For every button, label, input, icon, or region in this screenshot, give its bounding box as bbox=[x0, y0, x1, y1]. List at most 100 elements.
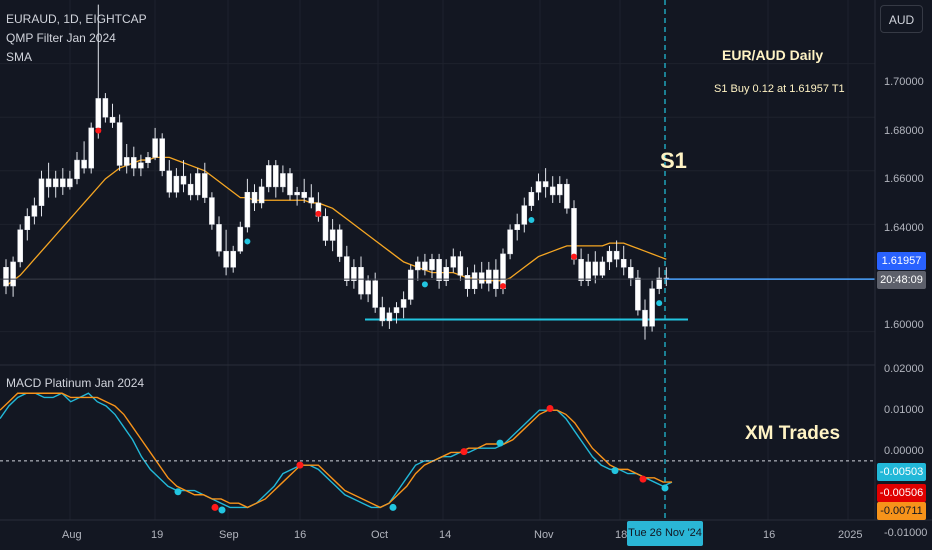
macd-tick-label: 0.01000 bbox=[884, 404, 924, 416]
macd-sell-dot bbox=[460, 448, 468, 456]
macd-sell-dot bbox=[546, 404, 554, 412]
candle-body bbox=[415, 261, 421, 271]
macd-legend[interactable]: MACD Platinum Jan 2024 bbox=[6, 376, 145, 390]
candle-body bbox=[329, 229, 336, 241]
time-label: 2025 bbox=[838, 529, 863, 541]
candle-body bbox=[351, 267, 357, 281]
time-label: Oct bbox=[371, 529, 389, 541]
candle-body bbox=[74, 159, 80, 180]
grid-lines bbox=[0, 0, 875, 520]
macd-signal-tag: -0.00506 bbox=[877, 484, 926, 502]
candle-body bbox=[592, 261, 599, 276]
buy-signal-dot bbox=[656, 300, 663, 307]
candle-body bbox=[31, 205, 38, 217]
candle-body bbox=[599, 261, 606, 276]
candle-body bbox=[180, 175, 187, 185]
candle-body bbox=[407, 269, 414, 300]
candle-body bbox=[443, 267, 449, 281]
candle-body bbox=[308, 197, 315, 204]
sell-signal-dot bbox=[571, 253, 577, 260]
sma-polyline bbox=[5, 156, 667, 287]
chart-title-annotation: EUR/AUD Daily bbox=[722, 47, 824, 63]
sma-line bbox=[5, 156, 667, 287]
buy-signal-dot bbox=[244, 238, 251, 245]
symbol-legend[interactable]: EURAUD, 1D, EIGHTCAP bbox=[6, 12, 147, 26]
candle-body bbox=[521, 205, 528, 225]
currency-button[interactable]: AUD bbox=[880, 5, 923, 33]
candle-body bbox=[464, 275, 471, 289]
candle-body bbox=[535, 181, 542, 193]
candle-body bbox=[344, 256, 350, 281]
macd-signal-line bbox=[0, 392, 672, 509]
candle-body bbox=[194, 173, 201, 196]
candle-body bbox=[52, 178, 59, 188]
buy-signal-dot bbox=[421, 281, 428, 288]
time-label: Nov bbox=[534, 529, 554, 541]
candle-body bbox=[3, 267, 9, 287]
candle-body bbox=[17, 229, 23, 263]
macd-tick-label: 0.02000 bbox=[884, 363, 924, 375]
sell-signal-dot bbox=[315, 210, 322, 217]
last-price-tag[interactable]: 1.61957 bbox=[877, 252, 926, 270]
candle-body bbox=[578, 258, 584, 281]
candle-body bbox=[102, 98, 109, 118]
candle-body bbox=[656, 277, 662, 289]
candle-body bbox=[585, 261, 591, 281]
candle-body bbox=[81, 159, 87, 169]
candle-body bbox=[45, 178, 52, 188]
candle-body bbox=[635, 277, 641, 311]
price-tick-label: 1.66000 bbox=[884, 173, 924, 185]
candle-body bbox=[88, 127, 94, 169]
candles-group bbox=[3, 4, 670, 340]
macd-tick-label: -0.01000 bbox=[884, 527, 928, 539]
candle-body bbox=[294, 191, 300, 196]
candle-body bbox=[429, 258, 435, 271]
candle-body bbox=[471, 272, 478, 289]
candle-body bbox=[173, 175, 180, 193]
overlay-lines bbox=[0, 0, 875, 520]
candle-body bbox=[209, 197, 215, 225]
candle-body bbox=[422, 261, 428, 271]
candle-body bbox=[514, 224, 520, 231]
time-label: 14 bbox=[439, 529, 452, 541]
candle-body bbox=[145, 157, 151, 164]
candle-body bbox=[67, 178, 73, 188]
candle-body bbox=[549, 186, 556, 196]
indicator-legend-qmp[interactable]: QMP Filter Jan 2024 bbox=[6, 31, 116, 45]
candle-body bbox=[159, 138, 165, 172]
candle-body bbox=[336, 229, 343, 257]
candle-body bbox=[486, 269, 492, 284]
candle-body bbox=[187, 183, 194, 196]
indicator-legend-sma[interactable]: SMA bbox=[6, 50, 33, 64]
candle-body bbox=[436, 258, 442, 281]
macd-value-tag: -0.00503 bbox=[877, 463, 926, 481]
price-tick-label: 1.64000 bbox=[884, 222, 924, 234]
time-label: Aug bbox=[62, 529, 82, 541]
candle-body bbox=[273, 165, 279, 188]
macd-sell-dot bbox=[639, 475, 647, 483]
macd-tick-label: 0.00000 bbox=[884, 445, 924, 457]
macd-buy-dot bbox=[611, 467, 619, 475]
candle-body bbox=[571, 208, 577, 260]
candle-body bbox=[393, 307, 400, 314]
macd-group bbox=[0, 392, 673, 514]
candle-body bbox=[216, 224, 222, 252]
candle-body bbox=[620, 258, 627, 268]
candle-body bbox=[138, 162, 144, 169]
macd-buy-dot bbox=[174, 488, 182, 496]
sell-signal-dot bbox=[95, 127, 102, 134]
candle-body bbox=[223, 250, 229, 268]
macd-buy-dot bbox=[496, 439, 504, 447]
sell-signal-dot bbox=[500, 283, 506, 290]
candle-body bbox=[642, 309, 648, 327]
candle-body bbox=[613, 250, 620, 260]
time-label: 19 bbox=[151, 529, 164, 541]
candle-body bbox=[280, 173, 286, 188]
candle-body bbox=[564, 183, 570, 209]
candle-body bbox=[166, 170, 173, 193]
candle-body bbox=[251, 191, 258, 204]
candle-body bbox=[450, 256, 457, 268]
candle-body bbox=[202, 173, 208, 198]
price-tick-label: 1.60000 bbox=[884, 319, 924, 331]
